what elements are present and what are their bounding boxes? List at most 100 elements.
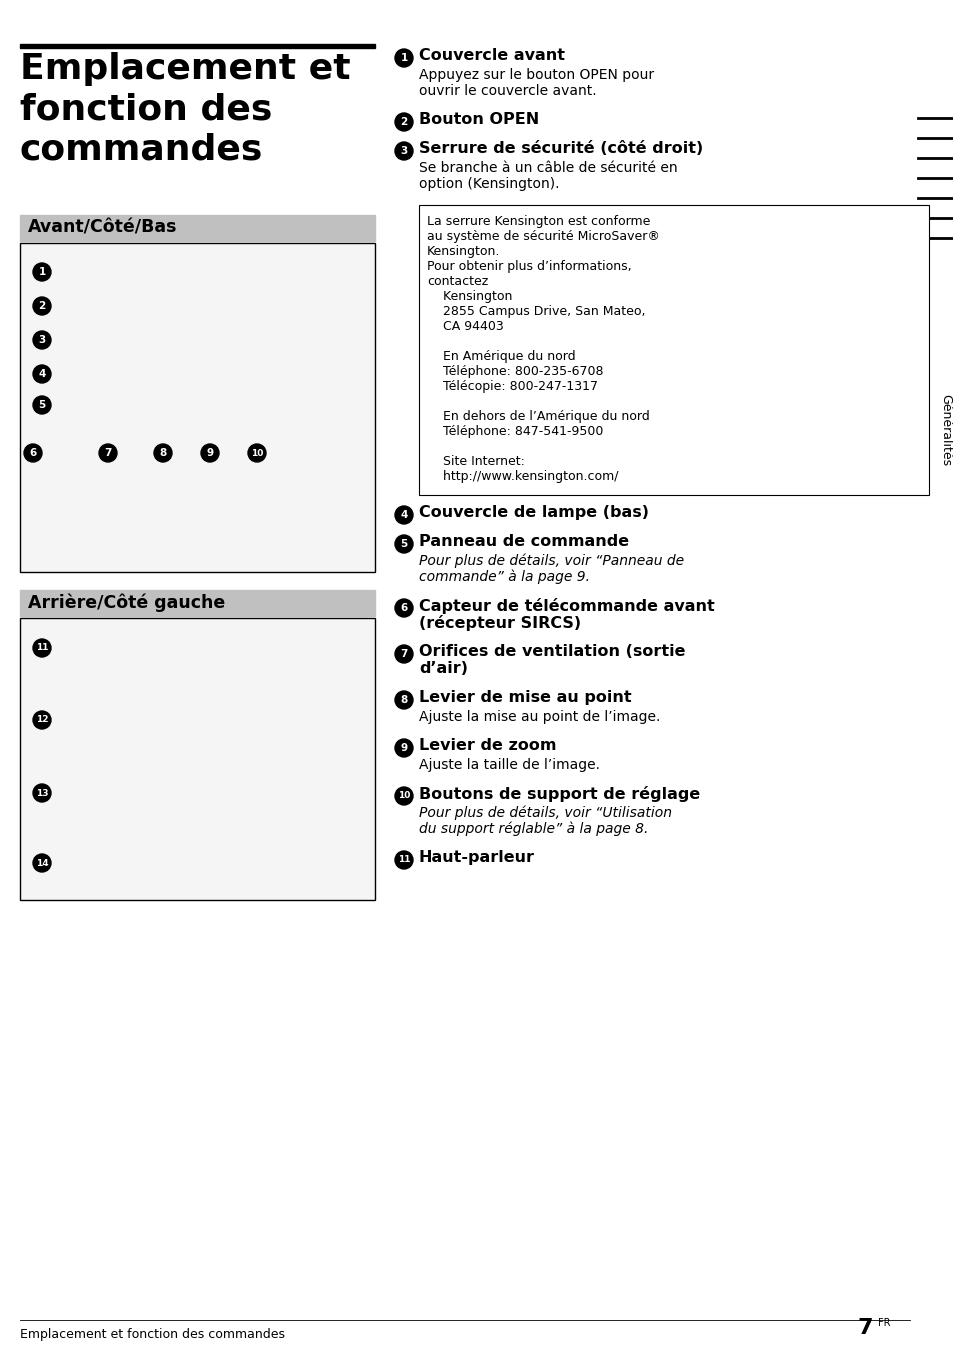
Circle shape <box>33 331 51 349</box>
Text: (récepteur SIRCS): (récepteur SIRCS) <box>418 615 580 631</box>
Circle shape <box>395 850 413 869</box>
Circle shape <box>395 49 413 68</box>
Text: 7: 7 <box>400 649 407 658</box>
Text: contactez: contactez <box>427 274 488 288</box>
Text: Téléphone: 847-541-9500: Téléphone: 847-541-9500 <box>427 425 602 438</box>
Text: Serrure de sécurité (côté droit): Serrure de sécurité (côté droit) <box>418 141 702 155</box>
Circle shape <box>33 297 51 315</box>
Text: Kensington.: Kensington. <box>427 245 500 258</box>
Text: commande” à la page 9.: commande” à la page 9. <box>418 571 589 584</box>
Text: 3: 3 <box>38 335 46 345</box>
Circle shape <box>395 787 413 804</box>
Text: 3: 3 <box>400 146 407 155</box>
Circle shape <box>33 396 51 414</box>
Text: du support réglable” à la page 8.: du support réglable” à la page 8. <box>418 822 648 837</box>
Text: Orifices de ventilation (sortie: Orifices de ventilation (sortie <box>418 644 685 658</box>
Circle shape <box>33 784 51 802</box>
Text: Levier de mise au point: Levier de mise au point <box>418 690 631 704</box>
Bar <box>20 243 375 572</box>
Text: Pour plus de détails, voir “Utilisation: Pour plus de détails, voir “Utilisation <box>418 806 671 821</box>
Circle shape <box>395 740 413 757</box>
Bar <box>20 589 375 617</box>
Circle shape <box>395 691 413 708</box>
Text: Ajuste la taille de l’image.: Ajuste la taille de l’image. <box>418 758 599 772</box>
Text: Panneau de commande: Panneau de commande <box>418 534 628 549</box>
Text: Levier de zoom: Levier de zoom <box>418 738 556 753</box>
Text: 4: 4 <box>400 510 407 521</box>
Text: Site Internet:: Site Internet: <box>427 456 524 468</box>
Circle shape <box>248 443 266 462</box>
Text: 9: 9 <box>206 448 213 458</box>
Text: 12: 12 <box>35 715 49 725</box>
Text: 10: 10 <box>397 791 410 800</box>
Text: 8: 8 <box>400 695 407 704</box>
Text: 2: 2 <box>38 301 46 311</box>
Text: 6: 6 <box>30 448 36 458</box>
Text: Couvercle de lampe (bas): Couvercle de lampe (bas) <box>418 506 648 521</box>
Text: Kensington: Kensington <box>427 289 512 303</box>
Text: Généralités: Généralités <box>939 393 951 466</box>
Text: fonction des: fonction des <box>20 92 273 126</box>
Circle shape <box>201 443 219 462</box>
Text: Pour obtenir plus d’informations,: Pour obtenir plus d’informations, <box>427 260 631 273</box>
Text: 7: 7 <box>857 1318 873 1338</box>
Text: commandes: commandes <box>20 132 263 166</box>
Text: Haut-parleur: Haut-parleur <box>418 850 535 865</box>
Text: Arrière/Côté gauche: Arrière/Côté gauche <box>28 594 225 612</box>
Text: Couvercle avant: Couvercle avant <box>418 49 564 64</box>
Text: Emplacement et fonction des commandes: Emplacement et fonction des commandes <box>20 1328 285 1341</box>
Text: Boutons de support de réglage: Boutons de support de réglage <box>418 786 700 802</box>
Text: 14: 14 <box>35 859 49 868</box>
Circle shape <box>395 114 413 131</box>
Text: Appuyez sur le bouton OPEN pour: Appuyez sur le bouton OPEN pour <box>418 68 654 82</box>
Circle shape <box>33 711 51 729</box>
Text: 10: 10 <box>251 449 263 457</box>
Text: 9: 9 <box>400 744 407 753</box>
Text: CA 94403: CA 94403 <box>427 320 503 333</box>
Text: option (Kensington).: option (Kensington). <box>418 177 558 191</box>
Text: Avant/Côté/Bas: Avant/Côté/Bas <box>28 219 177 237</box>
Circle shape <box>33 264 51 281</box>
Text: 11: 11 <box>35 644 49 653</box>
Circle shape <box>33 639 51 657</box>
Text: 13: 13 <box>35 788 49 798</box>
Text: 2: 2 <box>400 118 407 127</box>
Text: Emplacement et: Emplacement et <box>20 51 351 87</box>
Text: 8: 8 <box>159 448 167 458</box>
Text: d’air): d’air) <box>418 661 468 676</box>
Text: FR: FR <box>877 1318 889 1328</box>
Text: 5: 5 <box>400 539 407 549</box>
Text: En Amérique du nord: En Amérique du nord <box>427 350 575 362</box>
Text: 4: 4 <box>38 369 46 379</box>
Bar <box>20 45 375 49</box>
Text: http://www.kensington.com/: http://www.kensington.com/ <box>427 470 618 483</box>
Circle shape <box>99 443 117 462</box>
Bar <box>20 215 375 241</box>
Circle shape <box>395 599 413 617</box>
Text: 5: 5 <box>38 400 46 410</box>
Text: Bouton OPEN: Bouton OPEN <box>418 112 538 127</box>
Text: 1: 1 <box>400 53 407 64</box>
Circle shape <box>395 142 413 160</box>
Text: Se branche à un câble de sécurité en: Se branche à un câble de sécurité en <box>418 161 677 174</box>
Circle shape <box>24 443 42 462</box>
Text: au système de sécurité MicroSaver®: au système de sécurité MicroSaver® <box>427 230 659 243</box>
Text: 1: 1 <box>38 266 46 277</box>
Text: ouvrir le couvercle avant.: ouvrir le couvercle avant. <box>418 84 596 97</box>
Circle shape <box>33 854 51 872</box>
Text: Capteur de télécommande avant: Capteur de télécommande avant <box>418 598 714 614</box>
Circle shape <box>153 443 172 462</box>
Circle shape <box>395 645 413 662</box>
Text: 6: 6 <box>400 603 407 612</box>
Circle shape <box>33 365 51 383</box>
Text: La serrure Kensington est conforme: La serrure Kensington est conforme <box>427 215 650 228</box>
Text: En dehors de l’Amérique du nord: En dehors de l’Amérique du nord <box>427 410 649 423</box>
Text: Pour plus de détails, voir “Panneau de: Pour plus de détails, voir “Panneau de <box>418 554 683 568</box>
Text: Ajuste la mise au point de l’image.: Ajuste la mise au point de l’image. <box>418 710 659 725</box>
Bar <box>20 618 375 900</box>
Text: Télécopie: 800-247-1317: Télécopie: 800-247-1317 <box>427 380 598 393</box>
Text: 11: 11 <box>397 856 410 864</box>
Bar <box>418 206 928 495</box>
Text: 2855 Campus Drive, San Mateo,: 2855 Campus Drive, San Mateo, <box>427 306 645 318</box>
Circle shape <box>395 535 413 553</box>
